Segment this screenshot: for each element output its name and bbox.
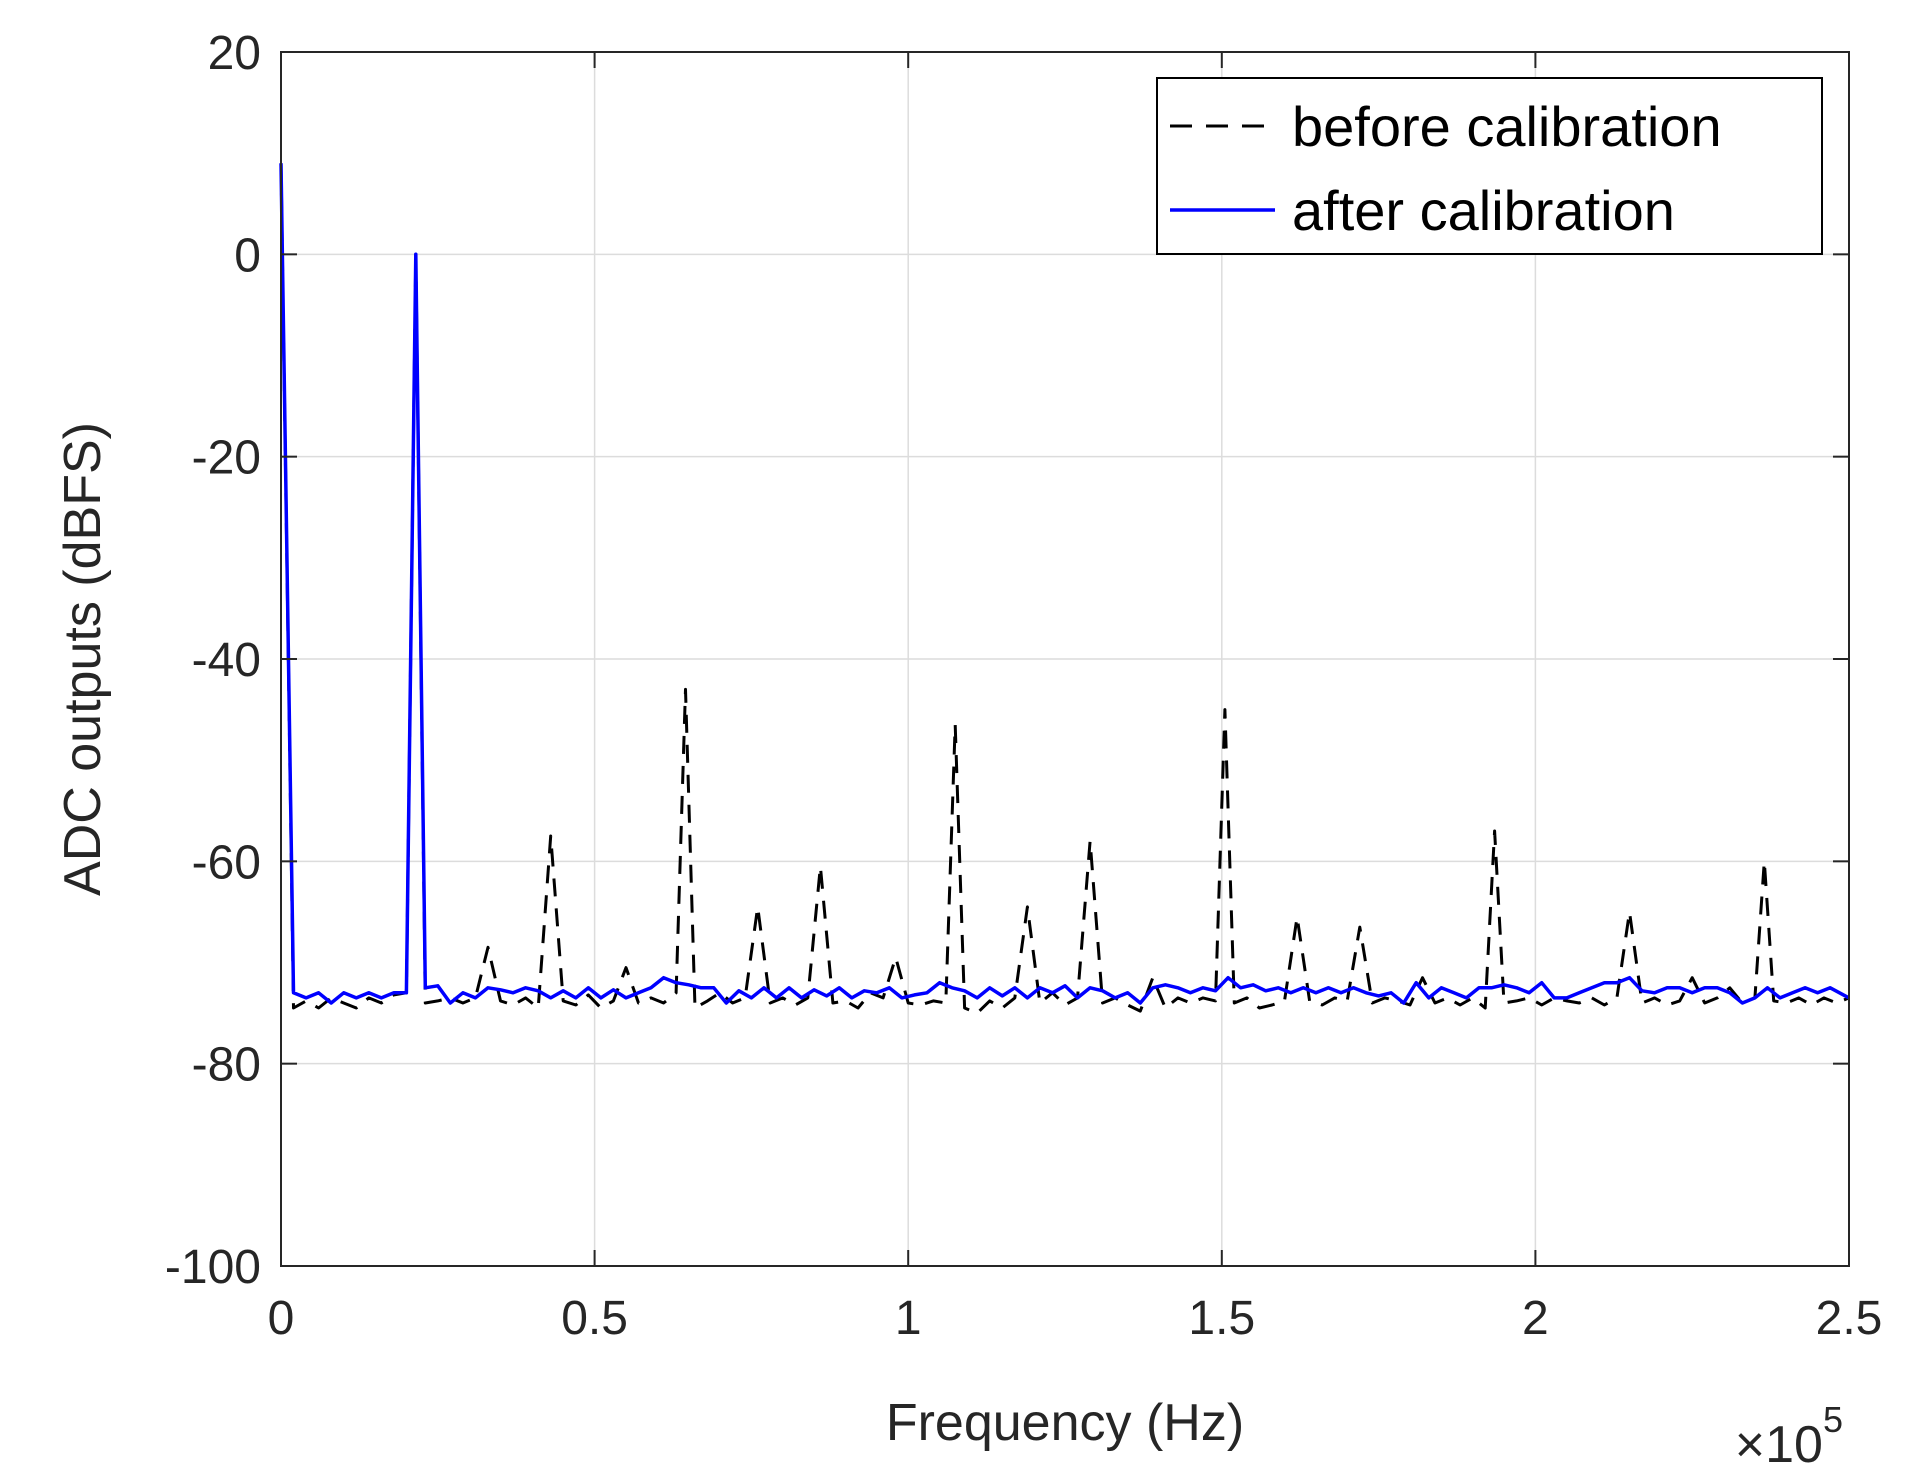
y-tick-label: -40	[192, 634, 261, 687]
legend: before calibration after calibration	[1156, 77, 1823, 255]
ticks	[280, 51, 1850, 1267]
y-axis-label: ADC outputs (dBFS)	[54, 422, 112, 896]
y-tick-label: 20	[208, 27, 261, 80]
x-tick-label: 0	[268, 1292, 295, 1345]
x-tick-label: 2.5	[1816, 1292, 1883, 1345]
x-multiplier: ×105	[1735, 1399, 1843, 1474]
y-tick-label: -100	[165, 1241, 261, 1294]
series-layer	[279, 163, 1850, 1015]
x-tick-labels: 0 0.5 1 1.5 2 2.5	[268, 1292, 1883, 1345]
y-tick-label: -20	[192, 432, 261, 485]
y-tick-label: -80	[192, 1039, 261, 1092]
y-tick-label: -60	[192, 836, 261, 889]
x-tick-label: 0.5	[561, 1292, 628, 1345]
x-tick-label: 2	[1522, 1292, 1549, 1345]
legend-box	[1156, 77, 1823, 255]
legend-label-before: before calibration	[1292, 95, 1722, 158]
x-multiplier-base: ×10	[1735, 1416, 1823, 1474]
legend-label-after: after calibration	[1292, 179, 1675, 242]
series-line-after-calibration	[279, 163, 1850, 1005]
x-multiplier-exponent: 5	[1823, 1399, 1843, 1440]
x-tick-label: 1	[895, 1292, 922, 1345]
x-axis-label: Frequency (Hz)	[886, 1394, 1244, 1452]
y-tick-label: 0	[234, 229, 261, 282]
y-tick-labels: -100 -80 -60 -40 -20 0 20	[165, 27, 261, 1294]
x-tick-label: 1.5	[1188, 1292, 1255, 1345]
